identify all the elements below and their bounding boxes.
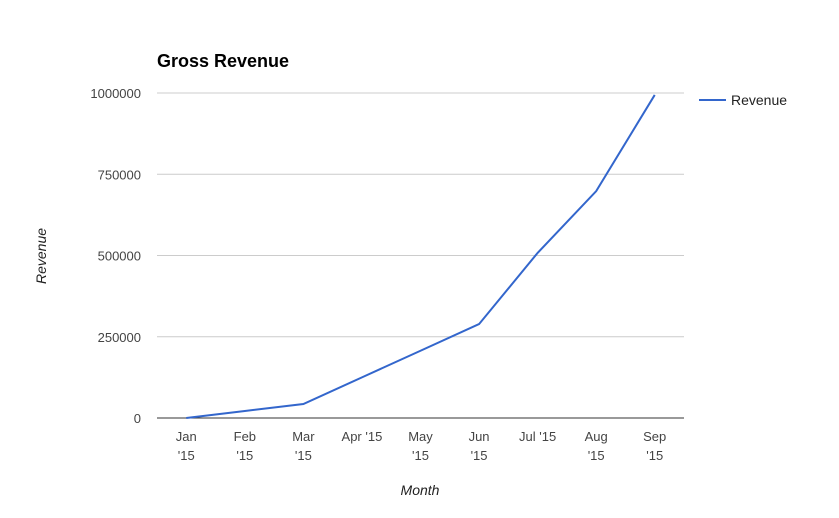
y-tick-label: 250000 [98, 330, 141, 345]
legend: Revenue [699, 92, 787, 108]
chart-title: Gross Revenue [157, 51, 289, 71]
x-tick-label: Mar '15 [292, 429, 315, 463]
x-tick-label: Jul '15 [519, 429, 556, 444]
x-tick-label: Apr '15 [342, 429, 383, 444]
y-tick-label: 1000000 [90, 86, 141, 101]
x-tick-label: Jan '15 [176, 429, 197, 463]
y-tick-label: 500000 [98, 249, 141, 264]
y-tick-label: 0 [134, 411, 141, 426]
y-axis-label: Revenue [33, 228, 49, 284]
x-tick-label: May '15 [408, 429, 433, 463]
legend-label: Revenue [731, 92, 787, 108]
series-line-revenue [186, 94, 656, 419]
x-tick-label: Aug '15 [585, 429, 608, 463]
x-tick-label: Feb '15 [234, 429, 256, 463]
x-tick-label: Jun '15 [469, 429, 490, 463]
y-tick-label: 750000 [98, 167, 141, 182]
x-axis-label: Month [401, 482, 440, 498]
x-tick-label: Sep '15 [643, 429, 666, 463]
